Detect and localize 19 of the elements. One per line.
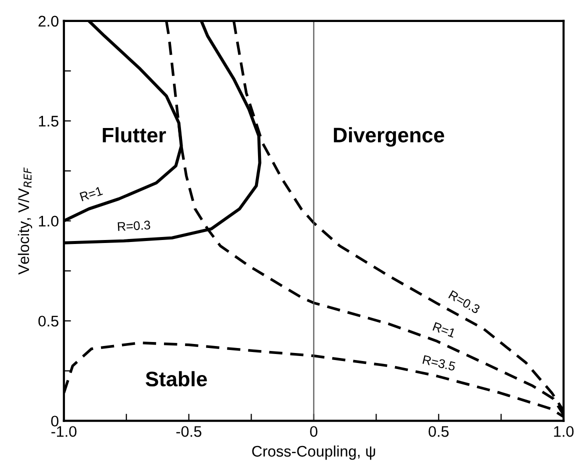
annotation: R=0.3	[118, 220, 150, 232]
annotation: Flutter	[102, 127, 166, 142]
x-tick-label: -1.0	[51, 426, 76, 437]
annotation: Stable	[146, 371, 207, 386]
annotation: R=1	[432, 322, 456, 338]
y-axis-title: Velocity, V/V$_{REF}$	[18, 167, 32, 275]
y-tick-label: 2.0	[38, 16, 58, 27]
x-tick-label: -0.5	[176, 426, 202, 437]
annotation: Divergence	[334, 127, 444, 147]
annotation: R=1	[80, 186, 103, 202]
x-axis-title: Cross-Coupling, ψ	[252, 445, 376, 460]
x-tick-label: 0.5	[428, 426, 449, 437]
x-tick-label: 0	[310, 426, 318, 437]
y-tick-label: 0	[51, 416, 58, 427]
annotation: R=3.5	[422, 355, 456, 371]
y-tick-label: 0.5	[38, 316, 58, 327]
y-tick-label: 1.0	[38, 216, 58, 227]
y-tick-label: 1.5	[38, 116, 58, 127]
x-tick-label: 1.0	[554, 426, 574, 437]
